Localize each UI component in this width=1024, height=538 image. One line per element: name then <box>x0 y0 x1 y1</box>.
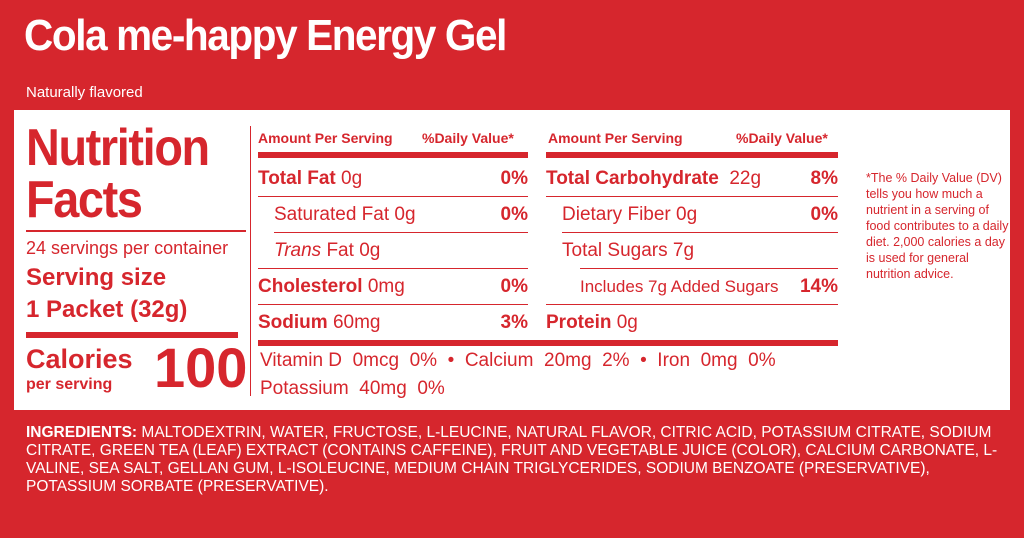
row-total-sugars: Total Sugars 7g <box>546 234 838 268</box>
sodium-dv: 3% <box>500 312 528 333</box>
row-dietary-fiber: Dietary Fiber 0g 0% <box>546 198 838 232</box>
heading-divider <box>26 230 246 232</box>
divider <box>562 232 838 233</box>
protein-label: Protein <box>546 312 612 333</box>
protein-amount: 0g <box>616 312 638 333</box>
right-thick-rule <box>546 152 838 158</box>
divider <box>258 268 528 269</box>
vitamins-line2: Potassium 40mg 0% <box>260 378 445 399</box>
vitamins-thick-rule <box>258 340 838 346</box>
trans-fat-label: Fat <box>326 240 354 261</box>
sodium-label: Sodium <box>258 312 328 333</box>
divider <box>274 232 528 233</box>
total-sugars-amount: 7g <box>672 240 695 261</box>
total-sugars-label: Total Sugars <box>562 240 668 261</box>
facts-heading-line2: Facts <box>26 171 143 229</box>
left-amount-header: Amount Per Serving <box>258 130 393 146</box>
total-carb-dv: 8% <box>810 168 838 189</box>
column-divider <box>250 126 251 396</box>
cholesterol-label: Cholesterol <box>258 276 363 297</box>
row-cholesterol: Cholesterol 0mg 0% <box>258 270 528 304</box>
facts-heading-line1: Nutrition <box>26 119 210 177</box>
product-subtitle: Naturally flavored <box>26 84 143 101</box>
row-protein: Protein 0g <box>546 306 838 340</box>
cholesterol-amount: 0mg <box>367 276 405 297</box>
cholesterol-dv: 0% <box>500 276 528 297</box>
saturated-fat-dv: 0% <box>500 204 528 225</box>
total-carb-amount: 22g <box>729 168 762 189</box>
row-trans-fat: Trans Fat 0g <box>258 234 528 268</box>
divider <box>258 304 528 305</box>
row-total-carbohydrate: Total Carbohydrate 22g 8% <box>546 162 838 196</box>
servings-per-container: 24 servings per container <box>26 238 229 258</box>
left-dv-header: %Daily Value* <box>422 130 514 146</box>
serving-size-label: Serving size <box>26 264 167 291</box>
dietary-fiber-label: Dietary Fiber <box>562 204 671 225</box>
serving-size-value: 1 Packet (32g) <box>26 296 188 323</box>
sodium-amount: 60mg <box>332 312 381 333</box>
divider <box>546 304 838 305</box>
row-added-sugars: Includes 7g Added Sugars 14% <box>546 270 838 304</box>
total-carb-label: Total Carbohydrate <box>546 168 719 189</box>
ingredients-text: MALTODEXTRIN, WATER, FRUCTOSE, L-LEUCINE… <box>26 424 998 495</box>
dietary-fiber-amount: 0g <box>676 204 698 225</box>
total-fat-amount: 0g <box>341 168 363 189</box>
calories-per-serving: per serving <box>26 376 113 393</box>
left-thick-rule <box>258 152 528 158</box>
vitamins-line1: Vitamin D 0mcg 0% • Calcium 20mg 2% • Ir… <box>260 350 776 371</box>
daily-value-footnote: *The % Daily Value (DV) tells you how mu… <box>866 171 1009 281</box>
trans-fat-amount: 0g <box>359 240 381 261</box>
dietary-fiber-dv: 0% <box>810 204 838 225</box>
saturated-fat-label: Saturated Fat <box>274 204 390 225</box>
total-fat-dv: 0% <box>500 168 528 189</box>
total-fat-label: Total Fat <box>258 168 336 189</box>
row-saturated-fat: Saturated Fat 0g 0% <box>258 198 528 232</box>
calories-label: Calories <box>26 344 133 374</box>
right-dv-header: %Daily Value* <box>736 130 828 146</box>
divider <box>258 196 528 197</box>
divider <box>580 268 838 269</box>
saturated-fat-amount: 0g <box>394 204 416 225</box>
ingredients: INGREDIENTS: MALTODEXTRIN, WATER, FRUCTO… <box>26 424 1006 496</box>
right-amount-header: Amount Per Serving <box>548 130 683 146</box>
added-sugars-dv: 14% <box>799 276 838 297</box>
added-sugars-label: Includes 7g Added Sugars <box>580 277 779 296</box>
trans-label: Trans <box>274 240 322 261</box>
row-total-fat: Total Fat 0g 0% <box>258 162 528 196</box>
serving-divider <box>26 332 238 338</box>
divider <box>546 196 838 197</box>
row-sodium: Sodium 60mg 3% <box>258 306 528 340</box>
calories-value: 100 <box>154 336 248 399</box>
product-title: Cola me-happy Energy Gel <box>24 11 507 60</box>
nutrition-panel: Nutrition Facts 24 servings per containe… <box>14 110 1010 410</box>
ingredients-label: INGREDIENTS: <box>26 424 138 441</box>
